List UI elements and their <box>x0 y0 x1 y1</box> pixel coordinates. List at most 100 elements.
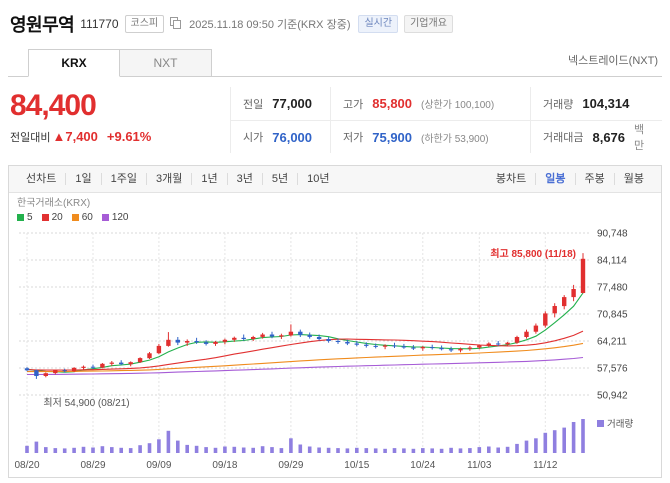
volume-bar <box>241 447 246 453</box>
candle-weekly-button[interactable]: 주봉 <box>574 173 614 185</box>
candle-body <box>71 367 77 372</box>
volume-bar <box>138 445 142 453</box>
chart-type-candle-button[interactable]: 봉차트 <box>495 173 527 185</box>
nxt-link[interactable]: 넥스트레이드(NXT) <box>567 55 658 67</box>
ma60-label: 60 <box>81 211 93 223</box>
candle-period-controls: 봉차트 일봉 주봉 월봉 <box>487 173 653 185</box>
candle-body <box>185 341 190 343</box>
period-3month-button[interactable]: 3개월 <box>145 173 191 185</box>
candle-body <box>533 325 539 332</box>
current-price: 84,400 <box>10 89 97 122</box>
period-1day-button[interactable]: 1일 <box>65 173 100 185</box>
period-3year-button[interactable]: 3년 <box>226 173 262 185</box>
price-summary: 84,400 전일대비 ▲7,400 +9.61% <box>8 87 230 153</box>
candle-body <box>467 347 473 349</box>
quote-time: 2025.11.18 09:50 기준(KRX 장중) <box>189 19 351 31</box>
candle-body <box>156 345 162 354</box>
volume-bar <box>515 443 519 453</box>
chart-controls: 선차트 1일 1주일 3개월 1년 3년 5년 10년 봉차트 일봉 주봉 월봉 <box>9 166 661 193</box>
volume-bar <box>223 446 227 453</box>
volume-bar <box>185 444 189 453</box>
volume-cell: 거래량 104,314 <box>530 87 662 120</box>
volume-bar <box>496 447 500 453</box>
volume-bar <box>53 448 58 453</box>
volume-bar <box>25 445 29 453</box>
volume-bar <box>260 446 265 453</box>
candle-body <box>552 306 557 314</box>
candle-body <box>430 347 435 349</box>
volume-bar <box>251 447 255 453</box>
change-value: ▲7,400 <box>52 128 98 144</box>
y-axis-label: 57,576 <box>597 364 628 375</box>
ma120-label: 120 <box>111 211 129 223</box>
candle-body <box>448 349 454 351</box>
period-5year-button[interactable]: 5년 <box>261 173 297 185</box>
ma-line-60 <box>27 342 584 373</box>
ma5-legend: 5 <box>17 212 33 223</box>
volume-bar <box>194 445 199 453</box>
volume-bar <box>477 447 482 453</box>
candle-body <box>382 345 388 347</box>
volume-bar <box>157 439 161 453</box>
volume-bar <box>534 438 538 453</box>
prev-close-label: 전일 <box>243 98 264 111</box>
volume-bar <box>34 441 39 453</box>
x-axis-label: 09/09 <box>146 460 171 471</box>
candle-monthly-button[interactable]: 월봉 <box>613 173 653 185</box>
y-axis-label: 50,942 <box>597 391 628 402</box>
low-value: 75,900 <box>372 129 413 145</box>
copy-icon[interactable] <box>170 17 183 31</box>
volume-bar <box>91 447 95 453</box>
prev-close-cell: 전일 77,000 <box>230 87 330 120</box>
volume-bar <box>449 447 453 453</box>
x-axis-label: 10/15 <box>344 460 369 471</box>
candle-body <box>137 358 143 363</box>
candle-body <box>128 362 133 365</box>
company-overview-badge[interactable]: 기업개요 <box>404 15 453 33</box>
tab-nxt[interactable]: NXT <box>120 49 212 77</box>
volume-bar <box>524 440 529 453</box>
low-label: 저가 <box>343 132 364 144</box>
ma120-legend: 120 <box>101 211 129 223</box>
candle-daily-button[interactable]: 일봉 <box>535 173 574 185</box>
amount-cell: 거래대금 8,676 백만 <box>530 121 662 153</box>
period-1year-button[interactable]: 1년 <box>191 173 226 185</box>
candle-body <box>194 341 199 343</box>
lower-limit: (하한가 53,900) <box>421 133 489 145</box>
candle-body <box>420 347 425 349</box>
candle-body <box>354 343 359 345</box>
volume-bar <box>355 447 359 453</box>
tab-krx[interactable]: KRX <box>28 49 120 77</box>
chart-period-controls: 선차트 1일 1주일 3개월 1년 3년 5년 10년 <box>17 173 338 185</box>
candle-body <box>232 337 237 340</box>
low-cell: 저가 75,900 (하한가 53,900) <box>330 121 530 153</box>
candle-body <box>251 337 256 339</box>
period-10year-button[interactable]: 10년 <box>297 173 338 185</box>
volume-bar <box>411 448 416 453</box>
open-value: 76,000 <box>272 129 313 145</box>
volume-bar <box>204 447 208 453</box>
candle-body <box>514 337 520 343</box>
price-chart-svg[interactable]: 90,748 84,114 77,480 70,845 64,211 57,576 50,9… <box>15 223 655 477</box>
x-axis-label: 09/18 <box>212 460 237 471</box>
volume-bar <box>289 438 293 453</box>
period-1week-button[interactable]: 1주일 <box>100 173 146 185</box>
volume-bar <box>373 448 378 453</box>
ma-legend: 5 20 60 120 <box>15 210 655 223</box>
volume-bar <box>581 419 585 453</box>
realtime-badge[interactable]: 실시간 <box>358 15 399 33</box>
candle-body <box>364 344 369 346</box>
candle-body <box>477 345 482 348</box>
ma-line-20 <box>26 330 584 371</box>
candle-body <box>439 348 444 350</box>
volume-bar <box>44 447 48 453</box>
candle-body <box>53 370 58 374</box>
copy-icon-front <box>173 20 182 29</box>
candle-body <box>486 343 491 346</box>
change-label: 전일대비 <box>10 131 51 144</box>
candle-body <box>580 258 586 293</box>
chart-type-line-button[interactable]: 선차트 <box>26 173 57 185</box>
volume-bar <box>364 448 369 453</box>
volume-bar <box>571 422 576 453</box>
volume-bar <box>128 448 133 453</box>
